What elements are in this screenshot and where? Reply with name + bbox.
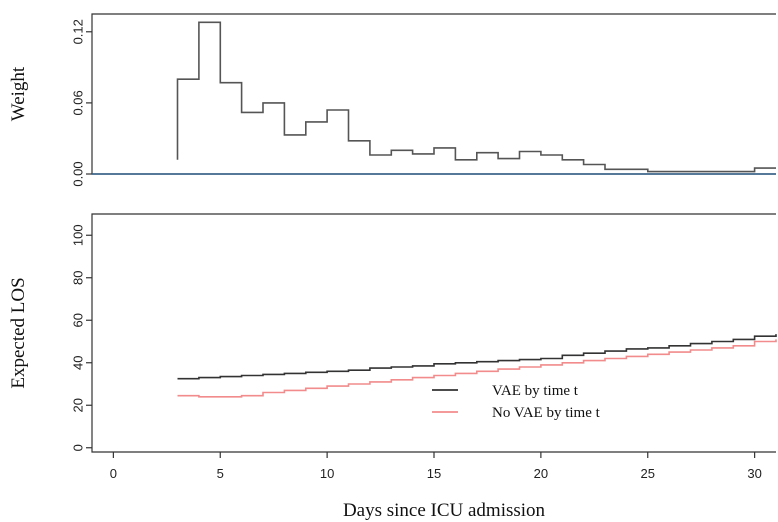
los-x-tick-label: 20 <box>534 466 548 481</box>
los-x-axis-title: Days since ICU admission <box>343 500 546 521</box>
legend-label: VAE by time t <box>492 383 579 399</box>
los-y-tick-label: 60 <box>71 313 86 327</box>
expected-los-panel: 0 20 40 60 80 100 0 5 10 15 20 25 30 Expected LOS Days… <box>8 213 777 521</box>
los-y-tick-label: 100 <box>71 224 86 246</box>
los-y-tick-label: 80 <box>71 271 86 285</box>
los-x-tick-label: 10 <box>320 466 334 481</box>
los-y-tick-label: 0 <box>71 444 86 451</box>
expected-los-frame <box>91 213 776 453</box>
weight-step-line <box>176 21 776 173</box>
weight-y-tick-label: 0.00 <box>71 161 86 186</box>
los-y-tick-label: 40 <box>71 356 86 370</box>
vae-series-line <box>177 334 777 380</box>
los-y-axis-title: Expected LOS <box>8 277 29 388</box>
los-x-tick-label: 30 <box>747 466 761 481</box>
no-vae-series-line <box>177 339 777 398</box>
weight-y-tick-label: 0.12 <box>71 19 86 44</box>
weight-panel: 0.00 0.06 0.12 Weight <box>8 13 776 187</box>
los-x-tick-label: 0 <box>110 466 117 481</box>
weight-y-axis-title: Weight <box>8 66 29 121</box>
weight-y-tick-label: 0.06 <box>71 90 86 115</box>
los-x-tick-label: 5 <box>217 466 224 481</box>
los-x-tick-label: 15 <box>427 466 441 481</box>
los-x-tick-label: 25 <box>641 466 655 481</box>
legend-label: No VAE by time t <box>492 405 601 421</box>
los-y-tick-label: 20 <box>71 398 86 412</box>
